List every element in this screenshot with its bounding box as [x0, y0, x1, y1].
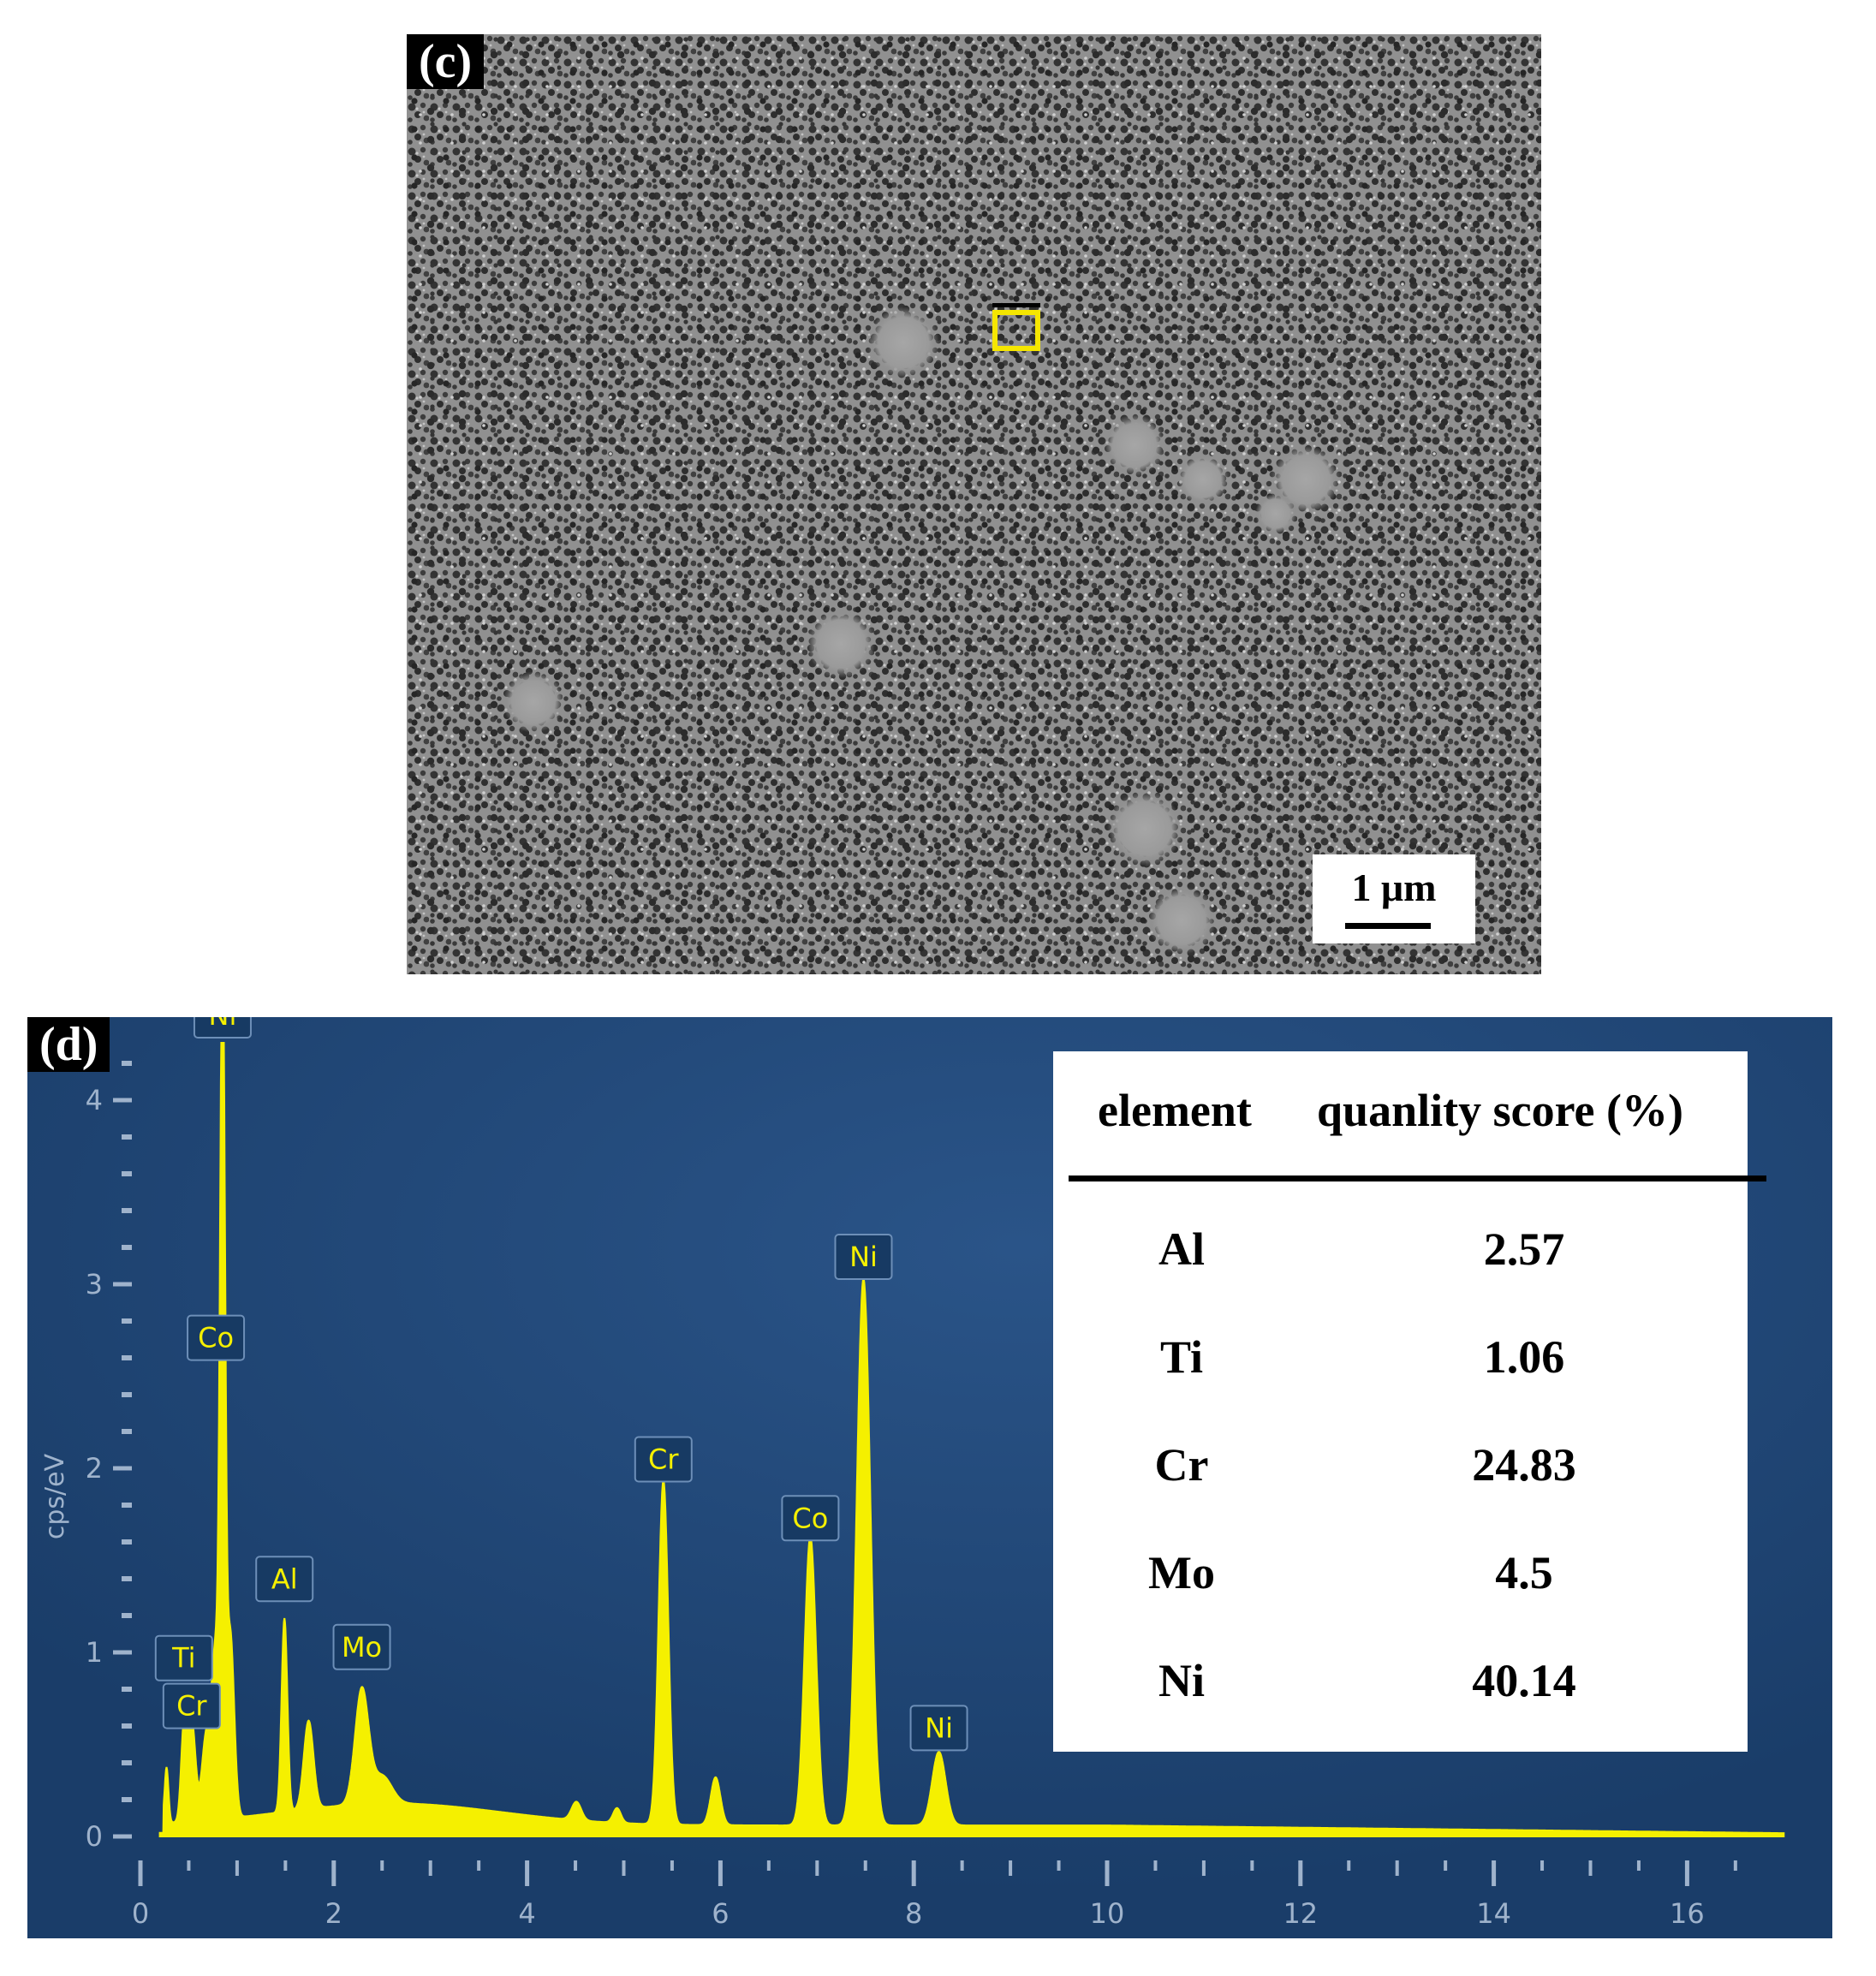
scale-bar-label: 1 μm: [1351, 866, 1437, 909]
table-cell-element: Mo: [1148, 1547, 1215, 1598]
peak-label: Cr: [634, 1436, 693, 1483]
table-cell-element: Al: [1158, 1223, 1205, 1275]
peak-label: Cr: [162, 1682, 221, 1729]
y-tick-label: 4: [86, 1084, 103, 1116]
spectrum-series: [158, 1042, 1785, 1837]
peak-label-box: [255, 1556, 314, 1603]
peak-label: Mo: [332, 1623, 391, 1670]
peak-label: Ni: [909, 1705, 968, 1752]
x-tick-label: 16: [1670, 1897, 1705, 1930]
peak-label-text: Ni: [849, 1241, 878, 1273]
peak-label: Co: [781, 1495, 840, 1542]
table-cell-element: Ti: [1159, 1331, 1204, 1383]
peak-label-text: Cr: [176, 1690, 207, 1723]
table-header-rule: [1069, 1175, 1766, 1181]
peak-label: Co: [187, 1314, 246, 1361]
table-header-score: quanlity score (%): [1317, 1085, 1683, 1136]
y-tick-label: 2: [86, 1452, 103, 1485]
peak-label-text: Ni: [209, 1017, 237, 1032]
peak-label-box: [634, 1436, 693, 1483]
peak-label-text: Ni: [925, 1711, 953, 1744]
peak-label-box: [162, 1682, 221, 1729]
table-row: Mo 4.5: [1053, 1546, 1748, 1615]
table-row: Cr 24.83: [1053, 1438, 1748, 1507]
x-tick-label: 10: [1090, 1897, 1125, 1930]
scale-bar-line: [1345, 923, 1431, 929]
x-tick-label: 2: [325, 1897, 342, 1930]
y-tick-label: 1: [86, 1636, 103, 1669]
x-axis: 0 2 4 6 8 10 12 14 16: [132, 1860, 1737, 1930]
table-row: Al 2.57: [1053, 1223, 1748, 1291]
table-cell-value: 40.14: [1472, 1655, 1576, 1706]
y-tick-label: 3: [86, 1268, 103, 1300]
peak-label-box: [332, 1623, 391, 1670]
panel-c-label: (c): [407, 34, 485, 89]
roi-marker-bar: [992, 303, 1040, 307]
table-cell-element: Cr: [1154, 1439, 1209, 1491]
table-header-element: element: [1098, 1085, 1252, 1136]
peak-label-box: [193, 1017, 252, 1039]
peak-label-box: [909, 1705, 968, 1752]
peak-label-text: Mo: [342, 1631, 382, 1664]
table-cell-value: 1.06: [1483, 1331, 1565, 1383]
sem-micrograph-image: [407, 34, 1541, 974]
peak-label-text: Ti: [171, 1642, 195, 1675]
table-row: Ti 1.06: [1053, 1330, 1748, 1399]
x-tick-label: 6: [712, 1897, 729, 1930]
scale-bar-box: 1 μm: [1313, 854, 1475, 943]
table-cell-value: 2.57: [1483, 1223, 1565, 1275]
peak-label-box: [834, 1234, 893, 1280]
peak-labels: Ni Co Al Mo Ti Cr Cr Co Ni Ni: [154, 1017, 968, 1752]
peak-label: Al: [255, 1556, 314, 1603]
y-axis: 0 1 2 3 4: [86, 1061, 132, 1853]
y-tick-label: 0: [86, 1820, 103, 1853]
peak-label: Ni: [834, 1234, 893, 1280]
x-tick-label: 4: [518, 1897, 535, 1930]
y-axis-label: cps/eV: [40, 1453, 70, 1539]
peak-label-box: [154, 1634, 213, 1681]
composition-table: element quanlity score (%) Al 2.57 Ti 1.…: [1053, 1051, 1766, 1752]
peak-label-text: Co: [198, 1322, 234, 1354]
table-cell-element: Ni: [1158, 1655, 1205, 1706]
panel-d-label: (d): [27, 1017, 110, 1072]
table-cell-value: 24.83: [1472, 1439, 1576, 1491]
peak-label-text: Cr: [648, 1443, 679, 1476]
peak-label: Ni: [193, 1017, 252, 1039]
sem-micrograph-panel: (c) 1 μm: [407, 34, 1541, 974]
roi-selection-box: [992, 310, 1040, 351]
peak-label-box: [187, 1314, 246, 1361]
peak-label: Ti: [154, 1634, 213, 1681]
peak-label-text: Al: [271, 1562, 298, 1595]
x-tick-label: 14: [1476, 1897, 1511, 1930]
peak-label-box: [781, 1495, 840, 1542]
x-tick-label: 12: [1283, 1897, 1318, 1930]
x-tick-label: 8: [905, 1897, 922, 1930]
peak-label-text: Co: [792, 1502, 828, 1534]
table-cell-value: 4.5: [1495, 1547, 1553, 1598]
x-tick-label: 0: [132, 1897, 149, 1930]
table-row: Ni 40.14: [1053, 1654, 1748, 1723]
